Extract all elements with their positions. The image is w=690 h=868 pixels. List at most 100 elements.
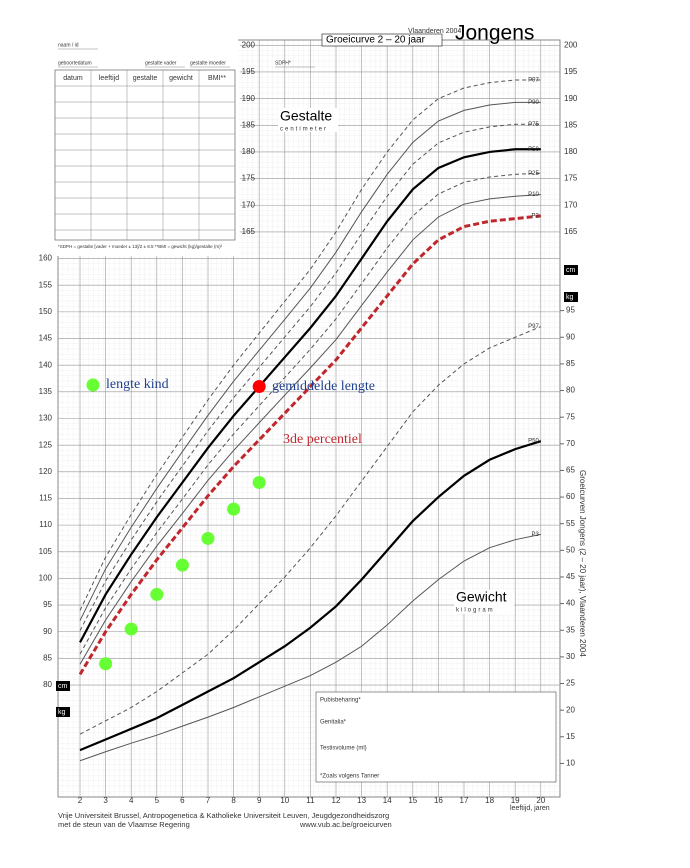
y-axis-subtitle: centimeter — [280, 127, 328, 133]
x-tick-label: 6 — [180, 796, 185, 805]
measurement-point — [201, 531, 215, 545]
curves — [78, 79, 542, 762]
source-note: Vlaanderen 2004 — [408, 28, 461, 35]
y2-tick-label: 25 — [566, 679, 575, 688]
title: Jongens — [455, 22, 534, 45]
footer: Vrije Universiteit Brussel, Antropogenet… — [58, 811, 389, 820]
x-tick-label: 5 — [155, 796, 160, 805]
table-header: datum — [63, 75, 83, 82]
y-tick-label: 180 — [242, 147, 256, 156]
y-tick-label: 165 — [564, 227, 578, 236]
y-tick-label: 90 — [43, 627, 52, 636]
y2-tick-label: 75 — [566, 412, 575, 421]
y2-tick-label: 35 — [566, 625, 575, 634]
y-axis-title: Gestalte — [280, 108, 332, 124]
y2-tick-label: 80 — [566, 386, 575, 395]
form-field: naam / id — [58, 42, 79, 48]
table-header: gewicht — [169, 75, 193, 82]
measurement-point — [175, 558, 189, 572]
y-tick-label: 140 — [39, 360, 53, 369]
form-footnote: *SDPH = gestalte [vader + moeder ± 13]/2… — [58, 244, 223, 249]
measurement-point — [252, 475, 266, 489]
y-tick-label: 200 — [564, 40, 578, 49]
x-tick-label: 12 — [332, 796, 341, 805]
puberty-label: Testisvolume (ml) — [320, 746, 367, 752]
y-tick-label: 190 — [242, 94, 256, 103]
measurement-point — [227, 502, 241, 516]
x-tick-label: 8 — [231, 796, 236, 805]
y-tick-label: 200 — [242, 40, 256, 49]
y2-tick-label: 95 — [566, 306, 575, 315]
unit-cm-right: cm — [566, 267, 576, 274]
y-tick-label: 100 — [39, 574, 53, 583]
y-tick-label: 180 — [564, 147, 578, 156]
unit-kg-right: kg — [566, 294, 574, 301]
puberty-label: Genitalia* — [320, 720, 347, 726]
series-line — [79, 101, 541, 621]
x-tick-label: 9 — [257, 796, 262, 805]
y-tick-label: 170 — [564, 200, 578, 209]
y2-tick-label: 70 — [566, 439, 575, 448]
series-label: P50 — [528, 439, 539, 445]
y-tick-label: 130 — [39, 414, 53, 423]
side-text: Groeicurven Jongens (2 – 20 jaar), Vlaan… — [578, 470, 587, 657]
x-tick-label: 11 — [306, 796, 315, 805]
series-line — [79, 123, 541, 631]
y2-tick-label: 15 — [566, 732, 575, 741]
series-label: P25 — [528, 171, 539, 177]
form-field: gestalte vader — [145, 60, 177, 66]
mean-point — [252, 380, 266, 394]
y-tick-label: 115 — [39, 494, 52, 503]
y-tick-label: 165 — [242, 227, 256, 236]
x-tick-label: 14 — [383, 796, 392, 805]
y2-tick-label: 90 — [566, 332, 575, 341]
y2-tick-label: 55 — [566, 519, 575, 528]
y-tick-label: 80 — [43, 680, 52, 689]
y2-tick-label: 45 — [566, 572, 575, 581]
x-tick-label: 2 — [78, 796, 83, 805]
series-label: P75 — [528, 122, 539, 128]
y-tick-label: 125 — [39, 440, 53, 449]
puberty-label: *Zoals volgens Tanner — [320, 774, 379, 780]
x-axis-title: leeftijd, jaren — [510, 805, 550, 812]
y2-tick-label: 60 — [566, 492, 575, 501]
y2-axis-title: Gewicht — [456, 589, 507, 605]
series-label: P97 — [528, 78, 539, 84]
y-tick-label: 170 — [242, 200, 256, 209]
x-tick-label: 18 — [485, 796, 494, 805]
x-tick-label: 17 — [460, 796, 469, 805]
y-tick-label: 85 — [43, 654, 52, 663]
y2-tick-label: 20 — [566, 705, 575, 714]
x-tick-label: 20 — [536, 796, 545, 805]
series-label: P90 — [528, 100, 539, 106]
table-header: BMI** — [208, 75, 226, 82]
measurement-point — [150, 587, 164, 601]
y-tick-label: 195 — [242, 67, 256, 76]
x-tick-label: 15 — [408, 796, 417, 805]
y2-tick-label: 50 — [566, 545, 575, 554]
x-tick-label: 3 — [103, 796, 108, 805]
series-line — [79, 172, 541, 655]
y-tick-label: 105 — [39, 547, 53, 556]
series-line — [79, 326, 541, 735]
series-line — [79, 440, 542, 752]
y-tick-label: 120 — [39, 467, 53, 476]
y-tick-label: 175 — [564, 174, 578, 183]
x-tick-label: 13 — [357, 796, 366, 805]
puberty-label: Pubisbeharing* — [320, 698, 361, 704]
series-line — [79, 79, 541, 611]
x-tick-label: 16 — [434, 796, 443, 805]
y-tick-label: 190 — [564, 94, 578, 103]
series-label: P3 — [531, 532, 539, 538]
x-tick-label: 4 — [129, 796, 134, 805]
legend-swatch — [86, 378, 100, 392]
measurement-point — [124, 622, 138, 636]
form-field: geboortedatum — [58, 60, 92, 66]
unit-cm: cm — [58, 683, 68, 690]
footer: www.vub.ac.be/groeicurven — [299, 820, 392, 829]
legend-label: lengte kind — [106, 377, 169, 392]
y-tick-label: 175 — [242, 174, 256, 183]
y2-tick-label: 30 — [566, 652, 575, 661]
y-tick-label: 95 — [43, 600, 52, 609]
